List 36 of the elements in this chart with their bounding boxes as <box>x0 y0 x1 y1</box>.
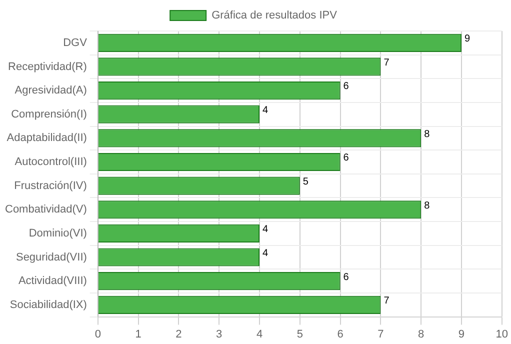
x-tick-label: 9 <box>458 328 465 340</box>
y-tick-label: Receptividad(R) <box>8 60 87 73</box>
x-tick-label: 0 <box>94 328 101 340</box>
y-tick-label: Combatividad(V) <box>5 204 87 216</box>
data-label: 7 <box>384 57 390 68</box>
data-label: 6 <box>343 272 350 283</box>
x-tick-label: 6 <box>337 328 344 340</box>
data-label: 6 <box>343 81 350 92</box>
x-tick-label: 10 <box>496 328 508 340</box>
x-tick-label: 3 <box>216 328 222 340</box>
y-tick-label: DGV <box>63 36 88 49</box>
y-tick-label: Agresividad(A) <box>14 84 87 97</box>
data-label: 4 <box>262 248 269 259</box>
data-label: 6 <box>343 152 350 164</box>
data-label: 4 <box>262 224 269 236</box>
y-tick-label: Frustración(IV) <box>14 180 87 192</box>
y-tick-label: Dominio(VI) <box>28 227 87 240</box>
y-tick-label: Adaptabilidad(II) <box>6 132 87 144</box>
data-label: 7 <box>384 296 390 307</box>
y-tick-label: Actividad(VIII) <box>18 275 87 288</box>
x-tick-label: 8 <box>418 328 424 340</box>
y-tick-label: Sociabilidad(IX) <box>10 298 87 311</box>
y-tick-label: Autocontrol(III) <box>14 156 87 168</box>
data-label: 8 <box>424 200 430 212</box>
y-tick-label: Seguridad(VII) <box>16 251 87 264</box>
y-tick-label: Comprensión(I) <box>11 108 87 120</box>
data-label: 9 <box>464 34 470 45</box>
x-tick-label: 2 <box>176 328 182 340</box>
x-tick-label: 1 <box>135 328 142 340</box>
x-tick-label: 4 <box>256 328 263 340</box>
data-label: 4 <box>262 105 269 116</box>
data-label: 8 <box>424 128 430 140</box>
legend-label: Gráfica de resultados IPV <box>212 10 338 22</box>
x-tick-label: 5 <box>296 328 303 340</box>
data-label: 5 <box>302 176 309 188</box>
x-tick-label: 7 <box>378 328 384 340</box>
